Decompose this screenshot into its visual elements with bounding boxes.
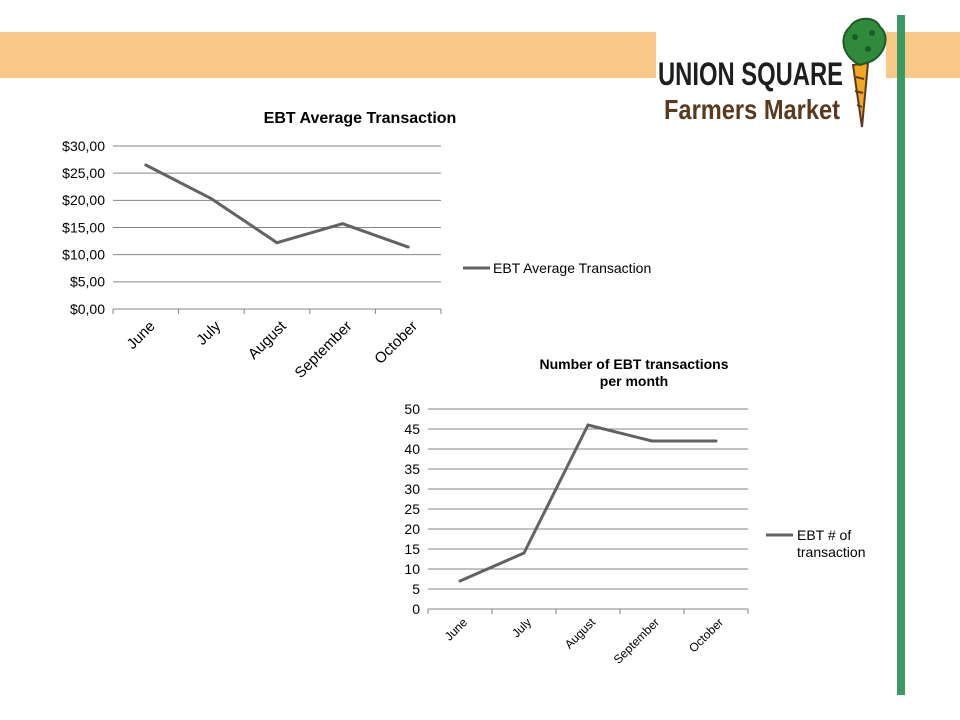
y-axis-ticks: 0 5 10 15 20 25 30 35 40 45 50 bbox=[404, 401, 420, 617]
carrot-icon bbox=[842, 17, 887, 128]
legend: EBT # of transaction bbox=[766, 527, 865, 560]
x-axis-ticks: June July August September October bbox=[442, 615, 726, 667]
data-point bbox=[522, 551, 526, 555]
y-tick-label: $25,00 bbox=[62, 165, 105, 181]
legend-label: EBT Average Transaction bbox=[493, 260, 651, 276]
x-tick-label: September bbox=[611, 615, 662, 666]
y-tick-label: $20,00 bbox=[62, 192, 105, 208]
x-tick-label: October bbox=[686, 615, 726, 655]
y-tick-label: $30,00 bbox=[62, 138, 105, 154]
data-point bbox=[406, 245, 410, 249]
y-tick-label: 0 bbox=[412, 601, 420, 617]
series-group bbox=[144, 163, 410, 249]
series-line bbox=[459, 423, 716, 583]
union-square-logo: UNION SQUARE Farmers Market bbox=[658, 17, 887, 128]
data-point bbox=[586, 423, 590, 427]
legend-label-line-2: transaction bbox=[797, 544, 865, 560]
chart-title-line-1: Number of EBT transactions bbox=[539, 356, 728, 372]
y-tick-label: $0,00 bbox=[70, 301, 105, 317]
y-tick-label: 45 bbox=[404, 421, 420, 437]
chart-title-line-2: per month bbox=[600, 373, 668, 389]
gridlines bbox=[427, 408, 749, 614]
accent-bar bbox=[897, 15, 905, 695]
data-point bbox=[458, 579, 462, 583]
data-point bbox=[650, 439, 654, 443]
x-tick-label: June bbox=[442, 615, 471, 644]
data-point bbox=[341, 222, 345, 226]
data-point bbox=[144, 163, 148, 167]
y-tick-label: 30 bbox=[404, 481, 420, 497]
logo-line-2: Farmers Market bbox=[664, 94, 840, 125]
header-banner-left bbox=[0, 32, 656, 78]
y-tick-label: 20 bbox=[404, 521, 420, 537]
y-tick-label: $5,00 bbox=[70, 274, 105, 290]
y-tick-label: $10,00 bbox=[62, 247, 105, 263]
y-tick-label: 25 bbox=[404, 501, 420, 517]
logo-line-1: UNION SQUARE bbox=[658, 56, 843, 92]
data-point bbox=[714, 439, 718, 443]
y-tick-label: $15,00 bbox=[62, 219, 105, 235]
y-tick-label: 40 bbox=[404, 441, 420, 457]
chart-title: EBT Average Transaction bbox=[264, 110, 457, 127]
y-tick-label: 10 bbox=[404, 561, 420, 577]
legend-label-line-1: EBT # of bbox=[797, 527, 851, 543]
data-point bbox=[209, 197, 213, 201]
x-tick-label: July bbox=[509, 615, 534, 640]
data-point bbox=[275, 241, 279, 245]
y-axis-ticks: $0,00 $5,00 $10,00 $15,00 $20,00 $25,00 $30,00 bbox=[62, 138, 105, 317]
y-tick-label: 50 bbox=[404, 401, 420, 417]
legend: EBT Average Transaction bbox=[463, 260, 651, 276]
gridlines bbox=[112, 145, 442, 314]
y-tick-label: 5 bbox=[412, 581, 420, 597]
series-group bbox=[458, 423, 718, 583]
x-tick-label: August bbox=[562, 615, 599, 652]
y-tick-label: 15 bbox=[404, 541, 420, 557]
y-tick-label: 35 bbox=[404, 461, 420, 477]
